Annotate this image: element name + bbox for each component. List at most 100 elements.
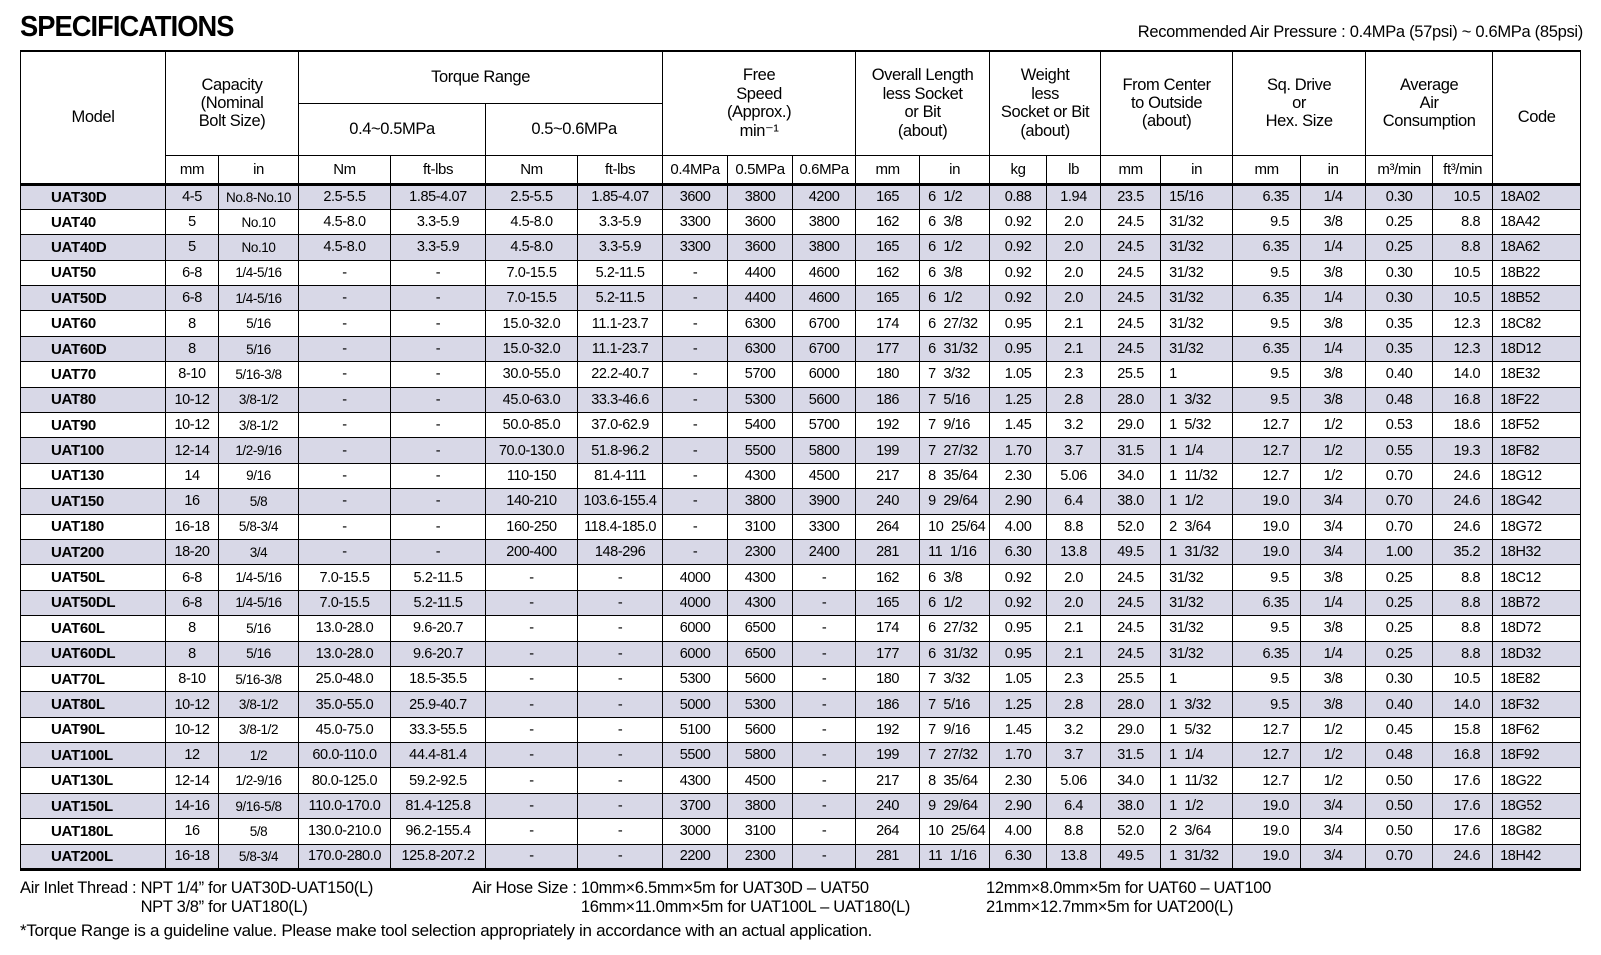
value-cell: 5700 xyxy=(727,361,794,388)
unit-speed-06mpa: 0.6MPa xyxy=(792,154,857,185)
model-cell: UAT130L xyxy=(20,767,166,794)
value-cell: 1 5/32 xyxy=(1160,412,1234,439)
value-cell: 45.0-63.0 xyxy=(485,386,579,414)
value-cell: 4000 xyxy=(662,589,729,617)
air-inlet-line-1: NPT 1/4” for UAT30D-UAT150(L) xyxy=(140,879,374,898)
value-cell: 19.0 xyxy=(1232,792,1302,820)
model-cell: UAT200L xyxy=(20,843,166,872)
value-cell: 0.92 xyxy=(989,234,1048,261)
air-inlet-line-2: NPT 3/8” for UAT180(L) xyxy=(140,898,308,917)
air-hose-size-note: Air Hose Size : 10mm×6.5mm×5m for UAT30D… xyxy=(472,879,984,917)
value-cell: 186 xyxy=(855,691,921,718)
model-cell: UAT150 xyxy=(20,488,166,515)
value-cell: 11.1-23.7 xyxy=(577,310,664,337)
value-cell: - xyxy=(390,285,487,312)
value-cell: 4.00 xyxy=(989,818,1048,845)
value-cell: 3/8-1/2 xyxy=(217,386,300,414)
value-cell: 5 xyxy=(165,208,219,236)
value-cell: 1/4 xyxy=(1300,285,1367,312)
value-cell: 5500 xyxy=(727,437,794,464)
value-cell: 5000 xyxy=(662,691,729,718)
value-cell: 4.00 xyxy=(989,513,1048,540)
value-cell: 110.0-170.0 xyxy=(298,792,392,820)
value-cell: 3/4 xyxy=(1300,538,1367,566)
value-cell: 5/16-3/8 xyxy=(217,665,300,693)
unit-torque1-ftlbs: ft-lbs xyxy=(390,154,487,185)
value-cell: 4.5-8.0 xyxy=(485,234,579,261)
value-cell: 3.3-5.9 xyxy=(390,234,487,261)
value-cell: 0.70 xyxy=(1365,513,1434,540)
value-cell: - xyxy=(485,792,579,820)
value-cell: 18G42 xyxy=(1492,488,1582,515)
value-cell: 19.3 xyxy=(1432,437,1494,464)
value-cell: 19.0 xyxy=(1232,488,1302,515)
value-cell: 240 xyxy=(855,488,921,515)
model-cell: UAT80 xyxy=(20,386,166,414)
value-cell: 4300 xyxy=(727,462,794,490)
value-cell: 9.5 xyxy=(1232,361,1302,388)
value-cell: 6 3/8 xyxy=(919,208,991,236)
value-cell: 0.30 xyxy=(1365,182,1434,210)
value-cell: - xyxy=(298,462,392,490)
value-cell: 1/2 xyxy=(1300,742,1367,769)
value-cell: - xyxy=(298,437,392,464)
value-cell: - xyxy=(577,792,664,820)
value-cell: 4600 xyxy=(792,259,857,287)
value-cell: - xyxy=(662,488,729,515)
value-cell: 177 xyxy=(855,335,921,363)
unit-speed-05mpa: 0.5MPa xyxy=(727,154,794,185)
value-cell: 1.00 xyxy=(1365,538,1434,566)
value-cell: 5 xyxy=(165,234,219,261)
value-cell: 35.2 xyxy=(1432,538,1494,566)
air-inlet-thread-note: Air Inlet Thread : NPT 1/4” for UAT30D-U… xyxy=(20,879,472,917)
value-cell: 3600 xyxy=(727,234,794,261)
value-cell: 9 29/64 xyxy=(919,488,991,515)
value-cell: 34.0 xyxy=(1100,767,1162,794)
value-cell: 6 27/32 xyxy=(919,310,991,337)
value-cell: 8.8 xyxy=(1432,589,1494,617)
value-cell: 59.2-92.5 xyxy=(390,767,487,794)
value-cell: 11 1/16 xyxy=(919,843,991,872)
value-cell: 6-8 xyxy=(165,285,219,312)
value-cell: 0.45 xyxy=(1365,716,1434,744)
value-cell: 5/8 xyxy=(217,818,300,845)
value-cell: 18G52 xyxy=(1492,792,1582,820)
value-cell: 1/4-5/16 xyxy=(217,259,300,287)
value-cell: 18F92 xyxy=(1492,742,1582,769)
value-cell: 49.5 xyxy=(1100,843,1162,872)
value-cell: 18C12 xyxy=(1492,564,1582,591)
unit-length-in: in xyxy=(919,154,991,185)
value-cell: 18.5-35.5 xyxy=(390,665,487,693)
value-cell: 8.8 xyxy=(1432,564,1494,591)
footer-notes: Air Inlet Thread : NPT 1/4” for UAT30D-U… xyxy=(20,879,1583,941)
value-cell: 16-18 xyxy=(165,513,219,540)
value-cell: 2400 xyxy=(792,538,857,566)
value-cell: 199 xyxy=(855,742,921,769)
value-cell: 24.5 xyxy=(1100,310,1162,337)
value-cell: 0.95 xyxy=(989,335,1048,363)
value-cell: 18D32 xyxy=(1492,640,1582,667)
model-cell: UAT200 xyxy=(20,538,166,566)
value-cell: 0.30 xyxy=(1365,259,1434,287)
value-cell: 35.0-55.0 xyxy=(298,691,392,718)
value-cell: 3/8-1/2 xyxy=(217,412,300,439)
table-row: UAT60D 8 5/16 - - 15.0-32.0 11.1-23.7 - … xyxy=(20,335,1582,363)
value-cell: 281 xyxy=(855,843,921,872)
value-cell: 5300 xyxy=(727,386,794,414)
value-cell: 4300 xyxy=(662,767,729,794)
table-row: UAT30D 4-5 No.8-No.10 2.5-5.5 1.85-4.07 … xyxy=(20,182,1582,210)
table-row: UAT80L 10-12 3/8-1/2 35.0-55.0 25.9-40.7… xyxy=(20,691,1582,718)
value-cell: 1.94 xyxy=(1046,182,1102,210)
value-cell: 8 xyxy=(165,640,219,667)
torque-range-note: *Torque Range is a guideline value. Plea… xyxy=(20,921,872,941)
value-cell: - xyxy=(390,412,487,439)
value-cell: - xyxy=(792,640,857,667)
value-cell: - xyxy=(792,691,857,718)
value-cell: 2 3/64 xyxy=(1160,818,1234,845)
table-row: UAT70 8-10 5/16-3/8 - - 30.0-55.0 22.2-4… xyxy=(20,361,1582,388)
table-row: UAT50L 6-8 1/4-5/16 7.0-15.5 5.2-11.5 - … xyxy=(20,564,1582,591)
value-cell: 5/8 xyxy=(217,488,300,515)
value-cell: 1 1/4 xyxy=(1160,742,1234,769)
model-cell: UAT180 xyxy=(20,513,166,540)
value-cell: 6.35 xyxy=(1232,640,1302,667)
